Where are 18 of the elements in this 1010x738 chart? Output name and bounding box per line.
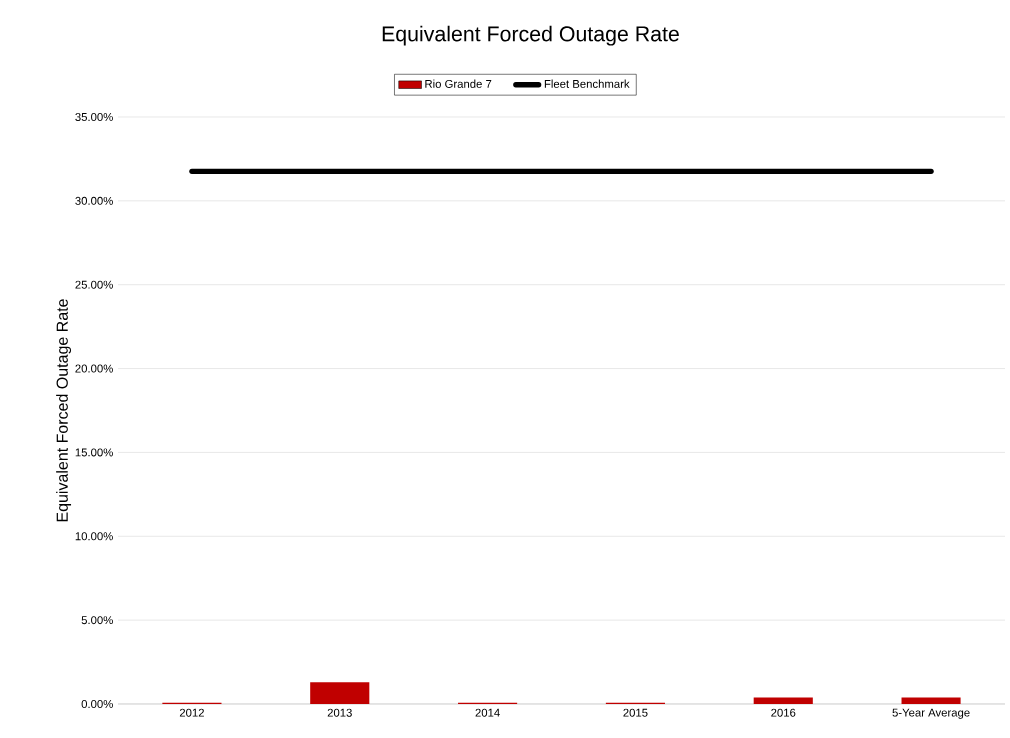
- y-tick-label: 10.00%: [75, 532, 113, 541]
- x-tick-label: 5-Year Average: [892, 708, 970, 719]
- y-tick-label: 15.00%: [75, 448, 113, 457]
- y-axis-title: Equivalent Forced Outage Rate: [56, 299, 72, 522]
- x-tick-label: 2015: [623, 708, 648, 717]
- x-tick-label: 2016: [771, 708, 796, 717]
- legend-label: Rio Grande 7: [425, 79, 492, 88]
- y-tick-label: 20.00%: [75, 364, 113, 373]
- x-tick-label: 2014: [475, 708, 500, 717]
- chart-title: Equivalent Forced Outage Rate: [382, 25, 679, 46]
- legend-label: Fleet Benchmark: [544, 79, 630, 88]
- x-tick-label: 2012: [179, 708, 204, 717]
- y-tick-label: 5.00%: [81, 616, 113, 625]
- y-tick-label: 0.00%: [81, 699, 113, 708]
- y-tick-label: 35.00%: [75, 112, 113, 121]
- x-tick-label: 2013: [327, 708, 352, 717]
- y-tick-label: 30.00%: [75, 196, 113, 205]
- y-tick-label: 25.00%: [75, 280, 113, 289]
